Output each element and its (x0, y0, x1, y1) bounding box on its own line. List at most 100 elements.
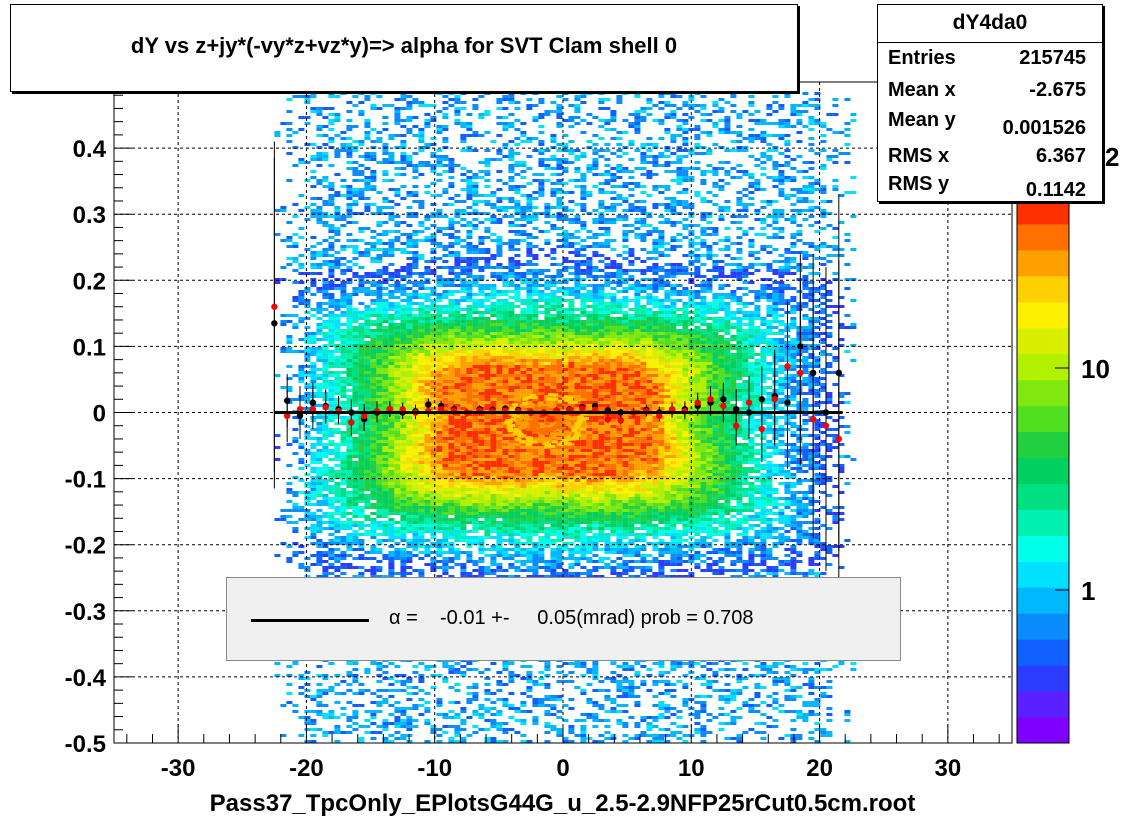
heatmap-cell (766, 314, 773, 317)
heatmap-cell (754, 341, 761, 344)
heatmap-cell (796, 266, 803, 269)
heatmap-cell (346, 377, 353, 380)
heatmap-cell (502, 377, 509, 380)
heatmap-cell (586, 284, 593, 287)
heatmap-cell (652, 251, 659, 254)
heatmap-cell (328, 374, 335, 377)
heatmap-cell (706, 191, 713, 194)
heatmap-cell (814, 245, 821, 248)
heatmap-cell (658, 245, 665, 248)
heatmap-cell (490, 359, 497, 362)
heatmap-cell (454, 320, 461, 323)
heatmap-cell (436, 347, 443, 350)
heatmap-cell (550, 308, 557, 311)
heatmap-cell (274, 209, 281, 212)
heatmap-cell (406, 374, 413, 377)
heatmap-cell (478, 311, 485, 314)
heatmap-cell (592, 299, 599, 302)
heatmap-cell (682, 368, 689, 371)
heatmap-cell (460, 338, 467, 341)
heatmap-cell (490, 191, 497, 194)
heatmap-cell (724, 200, 731, 203)
heatmap-cell (634, 311, 641, 314)
heatmap-cell (694, 191, 701, 194)
heatmap-cell (664, 197, 671, 200)
heatmap-cell (508, 92, 515, 95)
heatmap-cell (796, 239, 803, 242)
heatmap-cell (658, 320, 665, 323)
heatmap-cell (352, 308, 359, 311)
heatmap-cell (514, 344, 521, 347)
heatmap-cell (616, 194, 623, 197)
heatmap-cell (694, 350, 701, 353)
heatmap-cell (424, 347, 431, 350)
heatmap-cell (526, 341, 533, 344)
heatmap-cell (280, 320, 287, 323)
heatmap-cell (340, 224, 347, 227)
heatmap-cell (730, 95, 737, 98)
heatmap-cell (322, 314, 329, 317)
heatmap-cell (790, 326, 797, 329)
heatmap-cell (490, 356, 497, 359)
heatmap-cell (688, 260, 695, 263)
heatmap-cell (322, 308, 329, 311)
heatmap-cell (460, 266, 467, 269)
heatmap-cell (496, 251, 503, 254)
heatmap-cell (700, 347, 707, 350)
heatmap-cell (712, 266, 719, 269)
heatmap-cell (346, 137, 353, 140)
heatmap-cell (478, 314, 485, 317)
heatmap-cell (628, 326, 635, 329)
heatmap-cell (640, 278, 647, 281)
heatmap-cell (298, 272, 305, 275)
heatmap-cell (580, 95, 587, 98)
heatmap-cell (712, 326, 719, 329)
heatmap-cell (328, 353, 335, 356)
heatmap-cell (496, 158, 503, 161)
heatmap-cell (652, 314, 659, 317)
heatmap-cell (802, 350, 809, 353)
heatmap-cell (382, 269, 389, 272)
heatmap-cell (394, 308, 401, 311)
heatmap-cell (376, 257, 383, 260)
heatmap-cell (394, 281, 401, 284)
heatmap-cell (694, 362, 701, 365)
heatmap-cell (514, 209, 521, 212)
heatmap-cell (640, 107, 647, 110)
heatmap-cell (622, 347, 629, 350)
heatmap-cell (652, 326, 659, 329)
heatmap-cell (406, 344, 413, 347)
heatmap-cell (598, 125, 605, 128)
heatmap-cell (562, 308, 569, 311)
heatmap-cell (346, 125, 353, 128)
heatmap-cell (550, 158, 557, 161)
heatmap-cell (556, 329, 563, 332)
heatmap-cell (664, 308, 671, 311)
heatmap-cell (772, 371, 779, 374)
heatmap-cell (388, 275, 395, 278)
heatmap-cell (412, 233, 419, 236)
heatmap-cell (424, 287, 431, 290)
heatmap-cell (718, 371, 725, 374)
heatmap-cell (754, 305, 761, 308)
heatmap-cell (274, 131, 281, 134)
heatmap-cell (412, 314, 419, 317)
heatmap-cell (556, 215, 563, 218)
heatmap-cell (838, 296, 845, 299)
heatmap-cell (664, 284, 671, 287)
heatmap-cell (394, 359, 401, 362)
heatmap-cell (340, 299, 347, 302)
heatmap-cell (382, 356, 389, 359)
heatmap-cell (412, 152, 419, 155)
heatmap-cell (574, 320, 581, 323)
heatmap-cell (406, 215, 413, 218)
heatmap-cell (670, 206, 677, 209)
heatmap-cell (334, 149, 341, 152)
heatmap-cell (712, 335, 719, 338)
heatmap-cell (448, 344, 455, 347)
heatmap-cell (544, 323, 551, 326)
heatmap-cell (334, 209, 341, 212)
heatmap-cell (790, 158, 797, 161)
heatmap-cell (604, 209, 611, 212)
heatmap-cell (682, 218, 689, 221)
